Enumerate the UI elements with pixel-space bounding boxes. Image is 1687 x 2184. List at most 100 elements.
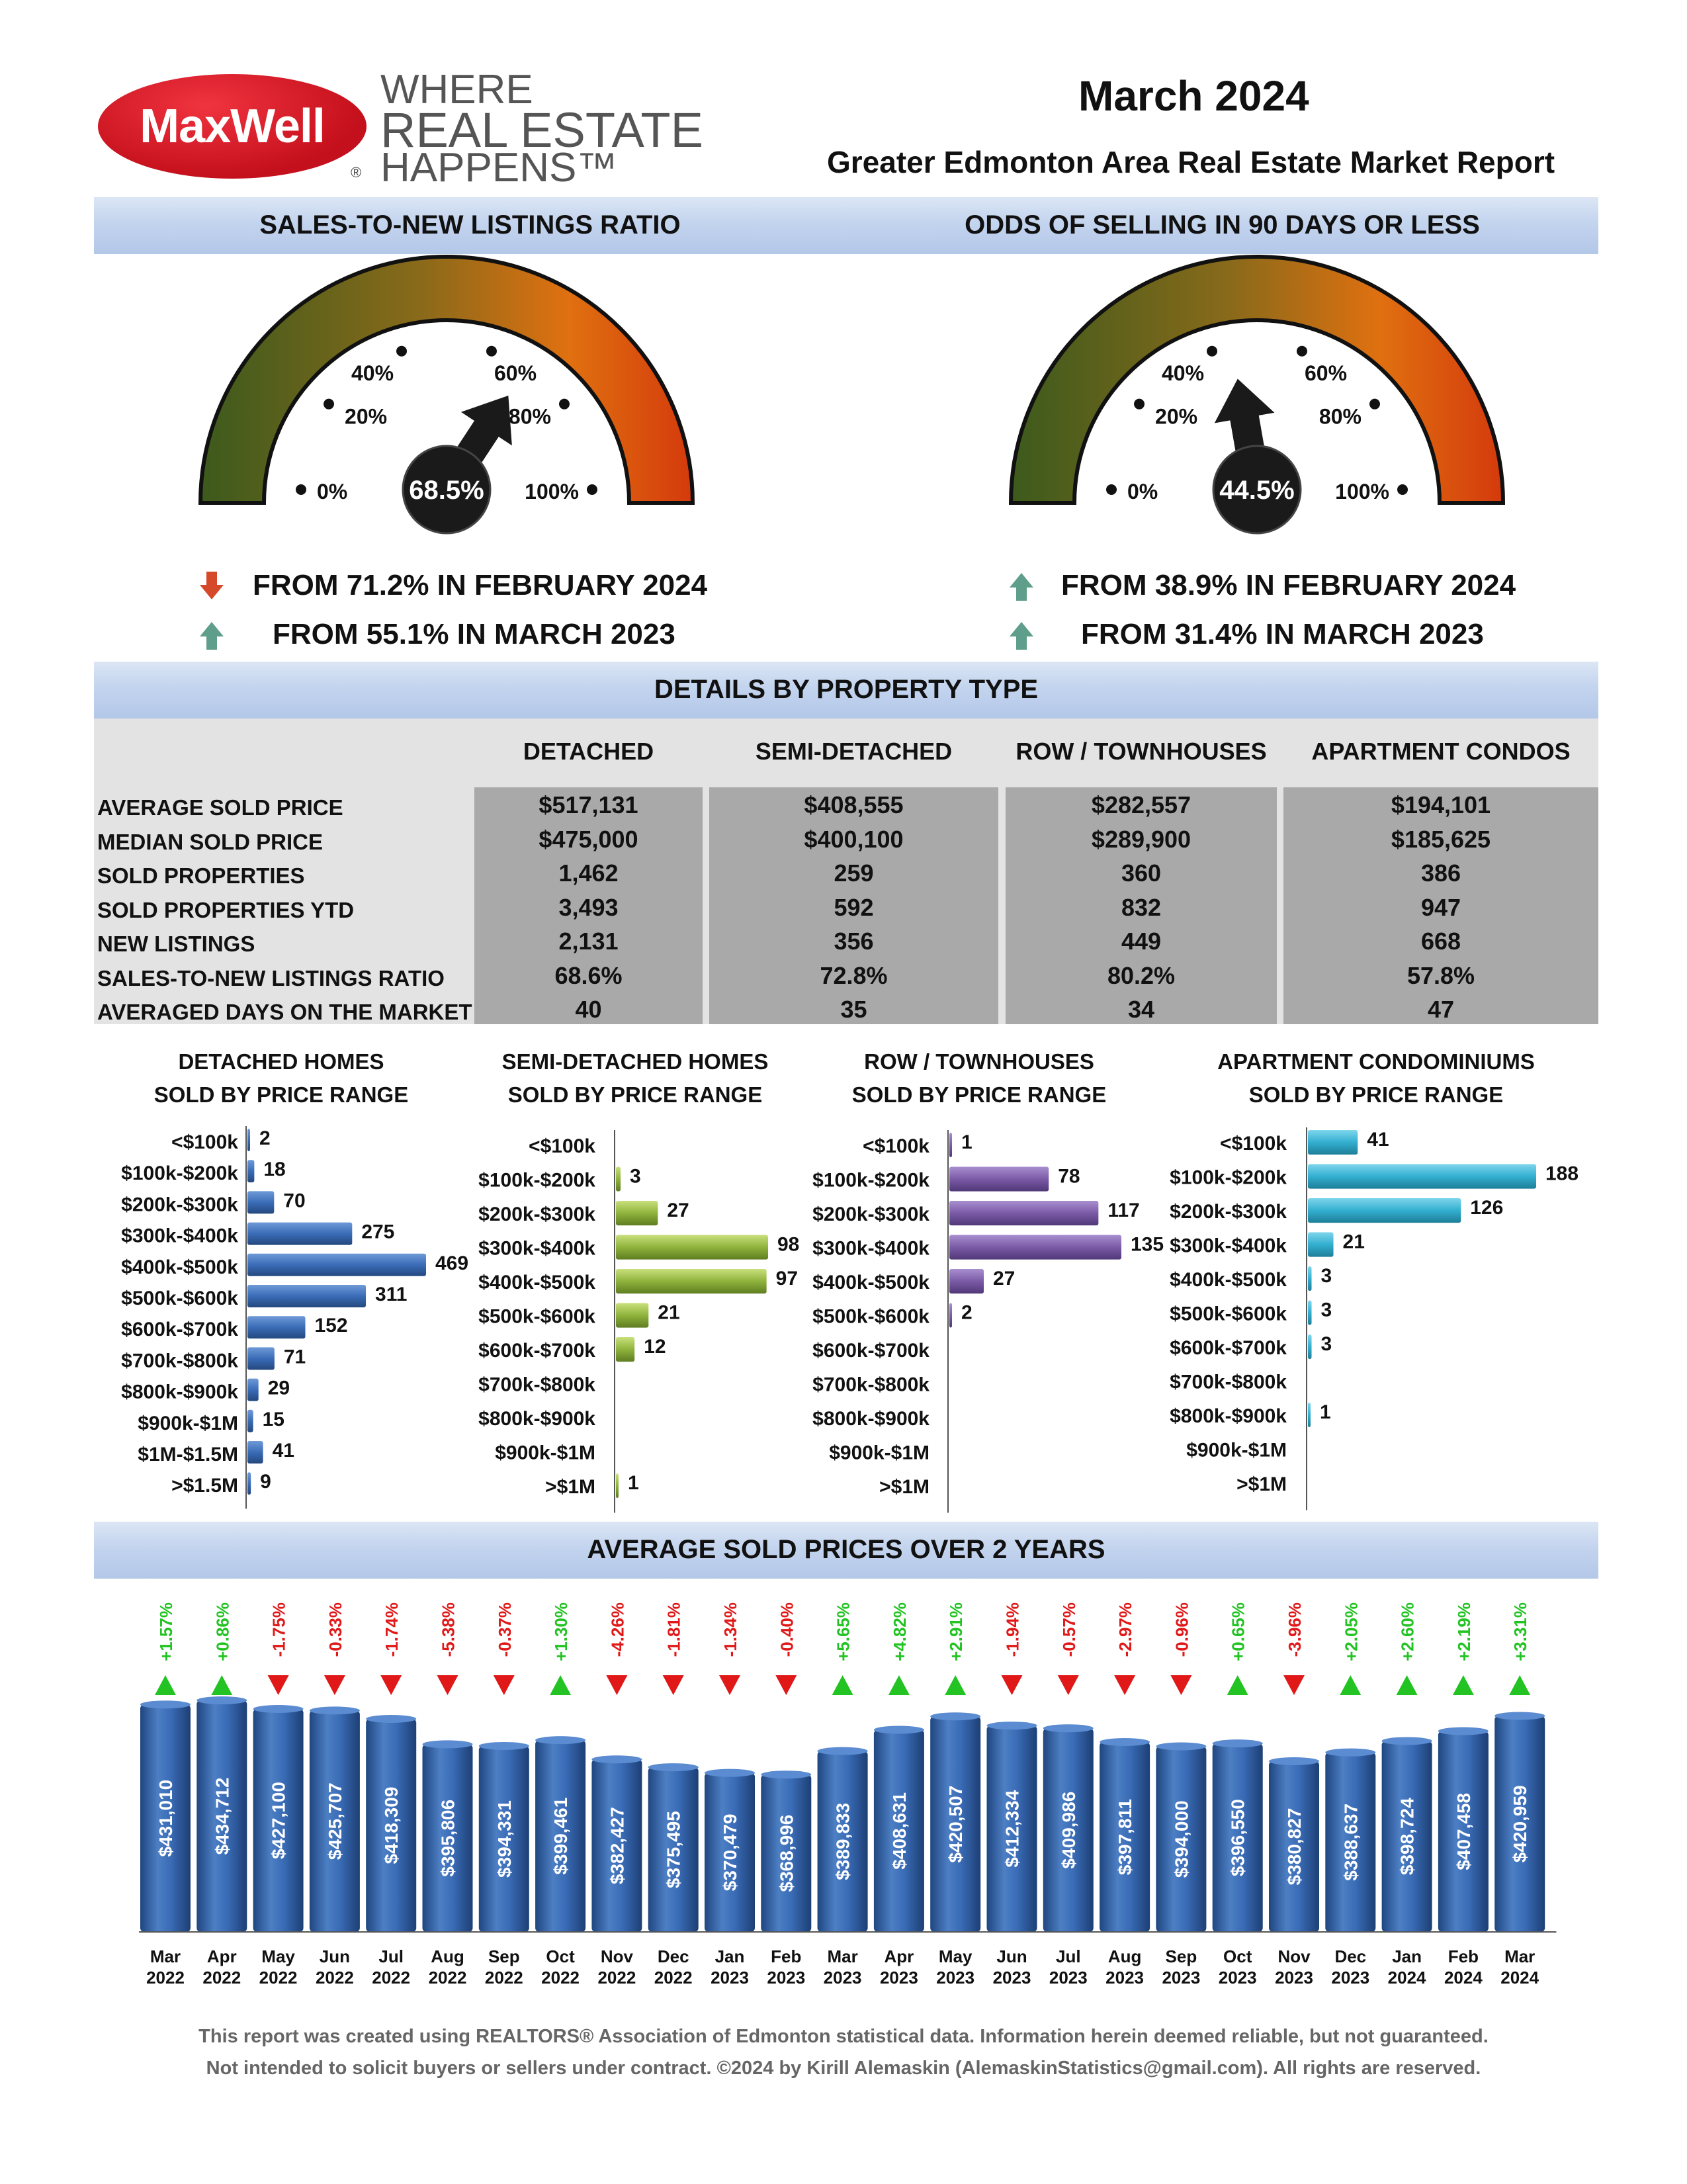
down-triangle-icon	[1283, 1675, 1305, 1695]
price-range-value: 12	[644, 1336, 666, 1358]
price-range-label: $400k-$500k	[812, 1272, 930, 1293]
avg-price-bar	[309, 1710, 360, 1932]
avg-price-change: -1.74%	[382, 1602, 402, 1657]
avg-price-month: Oct	[1223, 1946, 1252, 1966]
up-triangle-icon	[888, 1675, 910, 1695]
price-range-label: $300k-$400k	[478, 1238, 595, 1260]
details-col-detached: DETACHED	[523, 738, 654, 765]
avg-price-bar	[535, 1740, 586, 1932]
gauge-right-title: ODDS OF SELLING IN 90 DAYS OR LESS	[965, 210, 1480, 240]
details-cell: 34	[1127, 996, 1155, 1023]
avg-price-change: +0.86%	[212, 1602, 232, 1661]
avg-price-value: $412,334	[1002, 1790, 1023, 1867]
price-range-bar	[616, 1201, 658, 1226]
avg-price-month: Sep	[488, 1946, 520, 1966]
avg-price-bar	[930, 1716, 981, 1932]
avg-price-value: $375,495	[664, 1811, 684, 1888]
price-range-value: 117	[1107, 1200, 1139, 1221]
avg-price-bar-cap	[930, 1712, 981, 1721]
avg-price-year: 2023	[1049, 1968, 1088, 1987]
avg-price-bar	[1043, 1728, 1094, 1932]
price-range-bar	[1308, 1198, 1461, 1223]
price-range-bar	[247, 1472, 251, 1495]
avg-price-change: +2.91%	[946, 1602, 966, 1661]
avg-price-change: -0.40%	[777, 1602, 797, 1657]
tagline-line-2: REAL ESTATE	[380, 103, 703, 157]
avg-price-bar-cap	[1494, 1712, 1545, 1720]
avg-price-bar-cap	[196, 1696, 247, 1704]
price-range-bar	[949, 1201, 1099, 1226]
avg-price-year: 2023	[767, 1968, 805, 1987]
price-range-value: 21	[658, 1302, 679, 1324]
avg-price-bar	[705, 1772, 755, 1932]
avg-price-month: Apr	[885, 1946, 914, 1966]
price-range-label: <$100k	[529, 1135, 595, 1157]
gauge-tick-dot	[587, 484, 597, 495]
logo-registered-mark: ®	[351, 164, 362, 181]
up-triangle-icon	[945, 1675, 967, 1695]
price-range-label: $200k-$300k	[121, 1194, 238, 1215]
price-range-label: $500k-$600k	[478, 1306, 595, 1328]
price-range-bar	[1308, 1403, 1311, 1428]
avg-price-chart-svg: $431,010 +1.57% Mar 2022 $434,712 +0.86% Apr 20…	[139, 1602, 1557, 1987]
down-triangle-icon	[324, 1675, 345, 1695]
avg-price-change: -0.37%	[495, 1602, 515, 1657]
details-cell: $194,101	[1391, 791, 1491, 818]
avg-price-bar-cap	[817, 1747, 868, 1755]
avg-price-value: $380,827	[1284, 1808, 1305, 1886]
apartment-price-chart: <$100k 41 $100k-$200k 188 $200k-$300k 126 $300…	[1170, 1127, 1579, 1510]
avg-price-value: $420,507	[945, 1786, 966, 1863]
price-range-bar	[616, 1269, 767, 1294]
change-right-2-arrow-icon	[1010, 622, 1033, 650]
details-cell: $517,131	[539, 791, 638, 818]
avg-price-bar-cap	[422, 1740, 473, 1749]
avg-price-change: +4.82%	[890, 1602, 910, 1661]
avg-price-change: +1.30%	[551, 1602, 571, 1661]
details-header-band	[94, 662, 1598, 719]
avg-price-month: Feb	[771, 1946, 801, 1966]
avg-price-header-band	[94, 1522, 1598, 1579]
price-range-value: 9	[260, 1471, 271, 1493]
avg-price-value: $388,637	[1340, 1804, 1361, 1881]
avg-price-year: 2024	[1500, 1968, 1539, 1987]
gauge-tick-dot	[1296, 345, 1307, 357]
gauge-tick-dot	[1134, 398, 1145, 410]
change-right-1-arrow-icon	[1010, 573, 1033, 601]
semi-chart-title: SEMI-DETACHED HOMES SOLD BY PRICE RANGE	[463, 1045, 807, 1112]
avg-price-value: $394,000	[1171, 1800, 1191, 1878]
avg-price-year: 2023	[1331, 1968, 1369, 1987]
avg-price-year: 2023	[1219, 1968, 1257, 1987]
price-range-value: 1	[1320, 1401, 1331, 1423]
price-range-label: $100k-$200k	[121, 1162, 238, 1184]
row-chart-title-1: ROW / TOWNHOUSES	[864, 1049, 1094, 1074]
footer-line-1: This report was created using REALTORS® …	[198, 2026, 1489, 2047]
up-triangle-icon	[1396, 1675, 1418, 1695]
avg-price-year: 2022	[541, 1968, 580, 1987]
price-range-label: $600k-$700k	[812, 1340, 930, 1362]
gauge-arc	[198, 255, 695, 505]
price-range-bar	[247, 1129, 250, 1151]
avg-price-change: -3.96%	[1285, 1602, 1305, 1657]
price-range-bar	[949, 1269, 984, 1294]
down-triangle-icon	[662, 1675, 684, 1695]
price-range-value: 29	[268, 1377, 290, 1399]
details-col-semi: SEMI-DETACHED	[755, 738, 953, 765]
avg-price-value: $396,550	[1228, 1799, 1248, 1876]
price-range-label: $200k-$300k	[478, 1203, 595, 1225]
price-range-value: 311	[375, 1284, 407, 1305]
avg-price-change: -0.33%	[325, 1602, 345, 1657]
avg-price-year: 2022	[654, 1968, 693, 1987]
avg-price-change: +2.19%	[1454, 1602, 1474, 1661]
price-range-bar	[616, 1473, 619, 1499]
price-range-value: 275	[361, 1221, 394, 1243]
details-cell: $475,000	[539, 825, 638, 853]
details-cell: 57.8%	[1406, 961, 1475, 989]
avg-price-month: Mar	[1504, 1946, 1535, 1966]
avg-price-chart: $431,010 +1.57% Mar 2022 $434,712 +0.86% Apr 20…	[139, 1602, 1557, 1987]
avg-price-value: $368,996	[776, 1815, 797, 1892]
avg-price-bar-cap	[478, 1741, 529, 1750]
avg-price-bar	[1325, 1752, 1376, 1932]
avg-price-value: $434,712	[212, 1778, 232, 1855]
avg-price-year: 2023	[1275, 1968, 1313, 1987]
report-subtitle: Greater Edmonton Area Real Estate Market…	[827, 145, 1555, 179]
